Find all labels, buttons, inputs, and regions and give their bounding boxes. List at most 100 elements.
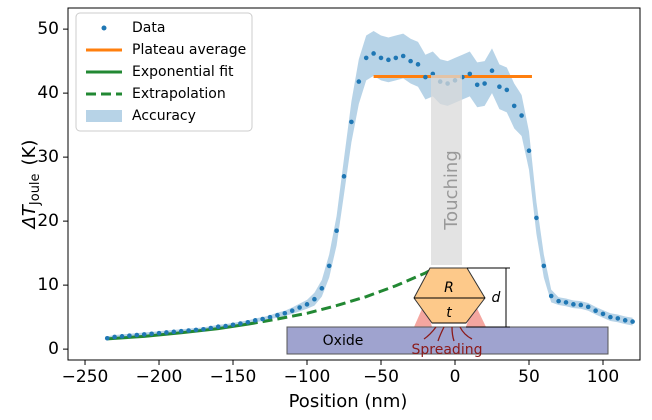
legend-label: Plateau average xyxy=(132,42,246,58)
x-tick-label: −200 xyxy=(136,367,183,387)
x-tick-label: −50 xyxy=(363,367,399,387)
data-point xyxy=(378,55,384,61)
data-point xyxy=(127,333,132,338)
data-point xyxy=(149,331,154,337)
d-bracket xyxy=(466,267,510,328)
data-point xyxy=(104,335,110,341)
data-point xyxy=(393,55,399,61)
data-point xyxy=(171,329,177,335)
spread-right xyxy=(466,302,486,327)
spread-arrows xyxy=(423,326,473,342)
data-point xyxy=(319,286,325,291)
data-point xyxy=(489,68,495,74)
data-point xyxy=(208,325,214,331)
r-label: R xyxy=(444,280,454,296)
axes-frame xyxy=(67,7,641,361)
t-label: t xyxy=(446,305,452,321)
y-label-unit: (K) xyxy=(19,140,40,166)
data-point xyxy=(585,304,591,310)
spreading-label: Spreading xyxy=(412,342,483,358)
data-point xyxy=(164,330,169,335)
x-tick-label: 0 xyxy=(450,367,461,387)
data-point xyxy=(252,318,258,323)
y-label-main: ΔT xyxy=(19,203,40,230)
x-axis-label: Position (nm) xyxy=(289,391,408,412)
x-tick-label: −150 xyxy=(210,367,257,387)
data-point xyxy=(141,332,147,337)
data-point xyxy=(289,308,295,314)
data-point xyxy=(571,302,576,307)
data-point xyxy=(267,314,273,320)
data-point xyxy=(297,305,302,310)
data-point xyxy=(608,314,613,320)
accuracy-band xyxy=(107,31,633,341)
d-label: d xyxy=(492,290,501,306)
data-point xyxy=(534,215,539,221)
data-point xyxy=(519,113,524,118)
data-point xyxy=(312,296,317,302)
y-tick-label: 20 xyxy=(37,211,59,231)
legend: Data Plateau average Exponential fit Extrap… xyxy=(75,12,253,132)
data-point xyxy=(356,79,362,84)
data-point xyxy=(622,318,628,323)
data-point xyxy=(193,327,199,333)
schematic: Touching Oxide R t d Spreading xyxy=(286,75,609,358)
data-point xyxy=(334,228,339,234)
x-tick-label: 100 xyxy=(587,367,619,387)
data-point xyxy=(349,119,354,125)
legend-box xyxy=(75,12,253,132)
data-point xyxy=(134,332,140,338)
data-point xyxy=(482,81,487,86)
x-tick-label: −100 xyxy=(284,367,331,387)
data-point xyxy=(275,312,280,318)
data-point xyxy=(326,263,332,269)
data-point xyxy=(112,334,117,340)
series-line xyxy=(247,267,434,326)
data-point xyxy=(548,293,554,299)
data-point xyxy=(563,300,569,305)
data-point xyxy=(600,311,606,317)
data-point xyxy=(156,330,162,336)
data-point xyxy=(630,319,635,324)
data-point xyxy=(363,55,369,61)
data-point xyxy=(245,319,251,325)
data-point xyxy=(593,308,598,314)
data-point xyxy=(215,324,221,330)
data-point xyxy=(341,174,347,179)
data-point xyxy=(415,62,421,67)
data-point xyxy=(400,53,406,59)
data-point xyxy=(541,263,547,269)
spread-left xyxy=(414,302,432,327)
data-point xyxy=(223,323,228,329)
data-point xyxy=(526,148,532,154)
legend-swatch xyxy=(86,110,122,122)
data-point xyxy=(423,74,428,80)
x-tick-label: −250 xyxy=(62,367,109,387)
legend-label: Data xyxy=(132,20,165,36)
legend-swatch xyxy=(101,25,107,31)
data-point xyxy=(260,316,265,322)
y-tick-label: 50 xyxy=(37,19,59,39)
data-point xyxy=(186,328,191,333)
data-point xyxy=(230,322,236,328)
y-axis-label: ΔTJoule (K) xyxy=(19,140,43,231)
data-point xyxy=(578,302,584,308)
data-point xyxy=(504,87,510,93)
y-tick-label: 30 xyxy=(37,147,59,167)
legend-label: Extrapolation xyxy=(132,86,226,102)
legend-label: Accuracy xyxy=(132,108,196,124)
oxide-label: Oxide xyxy=(323,333,364,349)
y-tick-label: 40 xyxy=(37,83,59,103)
touching-bar xyxy=(431,75,462,265)
data-point xyxy=(556,298,561,304)
touching-label: Touching xyxy=(441,150,462,231)
y-tick-label: 10 xyxy=(37,275,59,295)
data-point xyxy=(615,316,621,321)
data-point xyxy=(467,71,473,77)
data-point xyxy=(497,84,502,90)
legend-label: Exponential fit xyxy=(132,64,234,80)
data-point xyxy=(201,326,206,332)
data-point xyxy=(386,57,391,63)
data-point xyxy=(371,51,376,56)
